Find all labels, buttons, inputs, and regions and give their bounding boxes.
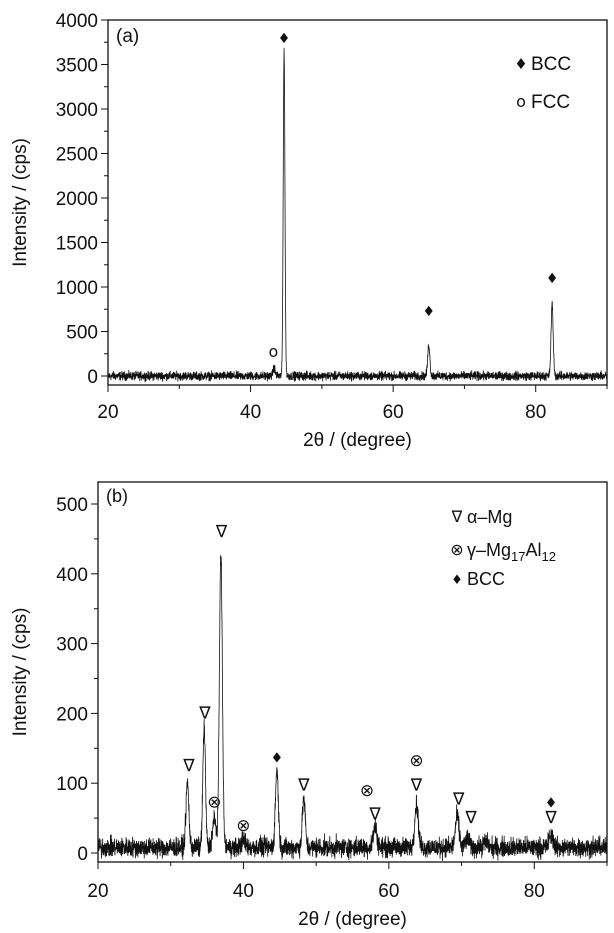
y-tick-label: 2000 [56,189,98,210]
y-tick-label: 1500 [56,234,98,255]
legend-symbol: ♦ [451,573,463,588]
peak-marker: ∇ [215,522,228,542]
peak-marker: ♦ [271,750,284,766]
peak-marker: ♦ [278,31,291,47]
legend-label-text: γ–Mg [467,540,511,560]
peak-marker: ⊗ [409,751,423,771]
peak-marker: ∇ [452,789,465,809]
x-tick-label: 40 [233,881,254,902]
legend-symbol: ♦ [514,55,527,73]
legend-symbol: ⊗ [450,540,463,559]
x-tick-label: 60 [378,881,399,902]
x-axis-title: 2θ / (degree) [303,430,412,451]
peak-marker: ⊗ [207,793,221,813]
x-tick-label: 20 [87,881,108,902]
diffraction-pattern-line [107,47,608,383]
legend: ∇ α–Mg⊗ γ–Mg17Al12 ♦ BCC [450,507,556,589]
x-axis-title: 2θ / (degree) [298,909,407,930]
legend-label-text: Al [525,540,541,560]
legend-label-text: BCC [467,569,505,589]
panel-b: 20 40 60 80 0 100 200 300 400 500 2θ / (degree) Int… [10,481,608,930]
peak-marker: ♦ [546,271,559,287]
panel-label: (a) [116,26,139,47]
legend-subscript: 17 [511,549,525,564]
plot-frame [107,19,608,386]
peak-marker: ♦ [423,304,436,320]
x-tick-label: 20 [97,402,118,423]
peak-marker: ⊗ [360,781,374,801]
legend-label: BCC [531,54,571,75]
y-tick-label: 0 [87,367,98,388]
peak-marker: o [268,342,278,361]
y-tick-label: 500 [56,495,88,516]
peak-marker: ⊗ [236,816,250,836]
y-tick-label: 200 [56,704,88,725]
y-tick-label: 4000 [56,11,98,32]
x-tick-label: 80 [524,881,545,902]
x-tick-label: 80 [525,402,546,423]
y-tick-label: 100 [56,774,88,795]
peak-marker: ∇ [198,703,211,723]
legend-label: α–Mg [467,507,512,527]
panel-label: (b) [106,486,128,506]
y-tick-label: 0 [77,844,88,865]
peak-marker: ∇ [368,805,381,825]
peak-marker: ∇ [464,808,477,828]
peak-marker: ∇ [544,808,557,828]
x-tick-label: 60 [383,402,404,423]
y-tick-label: 3000 [56,100,98,121]
legend-subscript: 12 [542,549,556,564]
legend-label: BCC [467,569,505,589]
y-tick-label: 1000 [56,278,98,299]
y-tick-label: 3500 [56,56,98,77]
legend-symbol: o [516,92,526,111]
x-tick-label: 40 [240,402,261,423]
y-tick-label: 500 [66,323,98,344]
y-axis-title: Intensity / (cps) [10,608,31,737]
peak-marker: ∇ [297,775,310,795]
y-axis-title: Intensity / (cps) [10,138,31,267]
legend-label: γ–Mg17Al12 [467,540,556,564]
legend: ♦ BCC o FCC [514,54,571,113]
legend-symbol: ∇ [451,507,463,526]
y-tick-label: 2500 [56,145,98,166]
plot-frame [97,481,608,863]
panel-a: 20 40 60 80 0 500 1000 1500 2000 2500 3000 3500 4000… [10,11,608,451]
legend-label-text: α–Mg [467,507,512,527]
peak-marker: ♦ [545,796,558,812]
peak-marker: ∇ [410,775,423,795]
legend-label: FCC [531,92,570,113]
y-tick-label: 300 [56,635,88,656]
y-tick-label: 400 [56,565,88,586]
diffraction-pattern-line [97,555,608,861]
peak-marker: ∇ [182,756,195,776]
